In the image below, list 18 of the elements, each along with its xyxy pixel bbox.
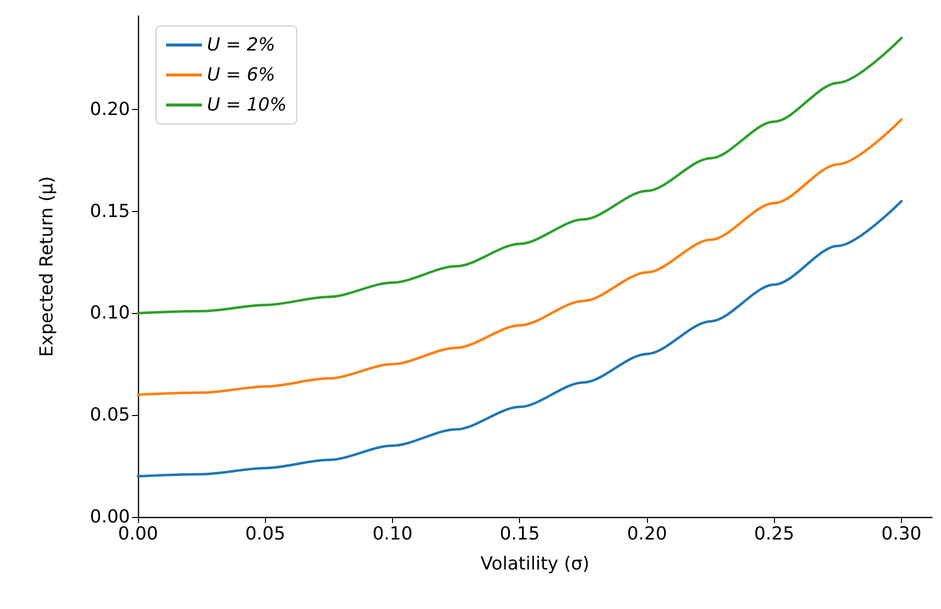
legend-label: U = 6% — [207, 64, 276, 86]
x-tick-label: 0.15 — [500, 524, 540, 544]
legend-label: U = 2% — [207, 34, 276, 56]
x-tick-label: 0.10 — [372, 524, 413, 544]
x-tick-label: 0.20 — [626, 524, 668, 544]
legend-label: U = 10% — [207, 94, 287, 116]
line-series — [136, 118, 903, 396]
x-tick-label: 0.05 — [245, 524, 286, 544]
y-tick-label: 0.20 — [90, 98, 130, 120]
y-tick-label: 0.05 — [90, 404, 130, 426]
line-series — [136, 200, 903, 478]
line-series — [136, 36, 903, 314]
y-axis-title: Expected Return (μ) — [36, 176, 58, 357]
y-tick-label: 0.15 — [90, 200, 130, 222]
x-axis-title: Volatility (σ) — [480, 554, 590, 574]
x-tick-label: 0.25 — [754, 524, 794, 544]
y-tick-label: 0.10 — [90, 302, 130, 324]
x-tick-label: 0.30 — [881, 524, 922, 544]
